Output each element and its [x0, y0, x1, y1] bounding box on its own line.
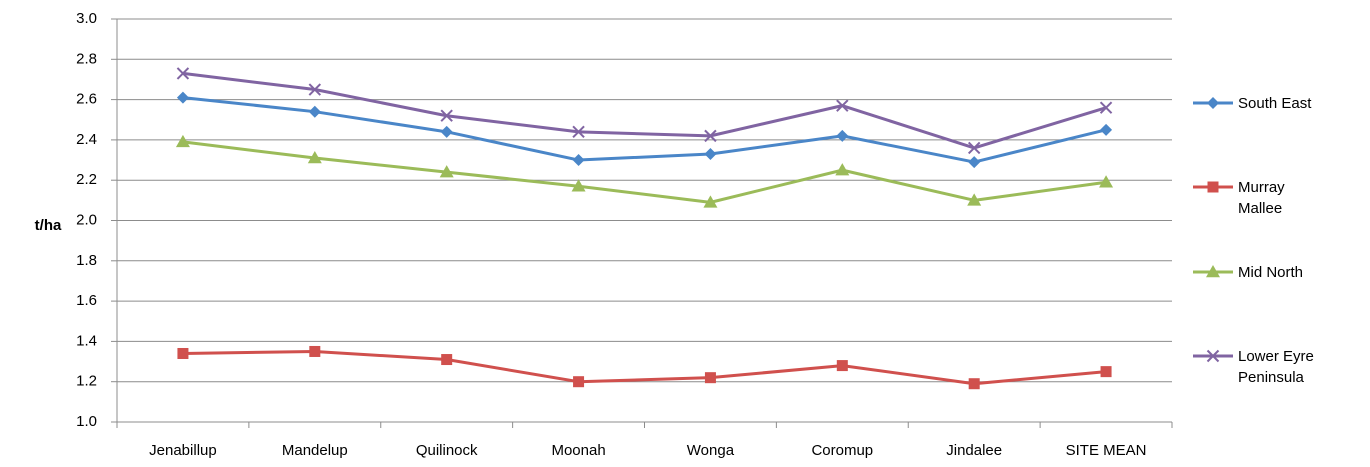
- series-line: [182, 71, 1107, 150]
- series-group: [175, 67, 1114, 390]
- legend-marker: [1207, 181, 1219, 193]
- y-tick-label: 2.4: [76, 131, 97, 148]
- data-point: [440, 109, 453, 122]
- x-tick-label: Quilinock: [416, 442, 478, 459]
- legend-label: South East: [1238, 95, 1312, 112]
- data-point: [1099, 175, 1114, 188]
- x-tick-label: Mandelup: [282, 442, 348, 459]
- data-point: [836, 99, 849, 112]
- y-axis-label: t/ha: [35, 217, 62, 234]
- legend-label: Mid North: [1238, 264, 1303, 281]
- data-point: [176, 67, 190, 80]
- series-line: [182, 96, 1107, 164]
- y-tick-label: 2.2: [76, 171, 97, 188]
- series-murray-mallee: [177, 345, 1112, 390]
- y-tick-label: 1.6: [76, 292, 97, 309]
- y-tick-label: 1.0: [76, 413, 97, 430]
- data-point: [968, 156, 981, 169]
- legend-label: Lower Eyre: [1238, 348, 1314, 365]
- x-tick-label: Jenabillup: [149, 442, 217, 459]
- data-point: [177, 347, 189, 359]
- data-point: [176, 91, 189, 104]
- data-point: [704, 129, 717, 143]
- legend-item: Lower Eyre Peninsula: [1193, 348, 1314, 386]
- data-point: [572, 125, 585, 139]
- data-point: [967, 193, 982, 206]
- series-lower-eyre-peninsula: [176, 67, 1113, 155]
- data-point: [967, 141, 981, 155]
- x-tick-label: Jindalee: [946, 442, 1002, 459]
- data-point: [441, 354, 453, 366]
- x-tick-label: Wonga: [687, 442, 735, 459]
- x-tick-label: SITE MEAN: [1066, 442, 1147, 459]
- legend: South East Murray Mallee Mid North Lower Eyr…: [1193, 95, 1314, 386]
- data-point: [836, 360, 848, 372]
- data-point: [572, 154, 585, 167]
- data-point: [1099, 101, 1113, 114]
- data-point: [175, 134, 190, 148]
- data-point: [1100, 123, 1113, 136]
- legend-label: Murray: [1238, 179, 1285, 196]
- legend-marker: [1206, 349, 1220, 363]
- data-point: [308, 105, 321, 118]
- data-point: [309, 345, 321, 357]
- data-point: [571, 179, 586, 192]
- y-tick-label: 2.0: [76, 211, 97, 228]
- y-tick-label: 1.2: [76, 373, 97, 390]
- legend-item: South East: [1193, 95, 1312, 112]
- tick-labels: 1.0 1.2 1.4 1.6 1.8 2.0 2.2 2.4 2.6 2.8 3.0 Jenabil…: [76, 10, 1146, 459]
- y-tick-label: 3.0: [76, 10, 97, 27]
- y-tick-label: 2.8: [76, 50, 97, 67]
- series-line: [182, 349, 1107, 386]
- legend-marker: [1206, 265, 1220, 278]
- data-point: [308, 83, 322, 96]
- legend-item: Murray Mallee: [1193, 179, 1285, 217]
- series-mid-north: [175, 134, 1114, 208]
- data-point: [704, 372, 716, 384]
- data-point: [835, 163, 850, 176]
- x-tick-label: Coromup: [811, 442, 873, 459]
- y-tick-label: 2.6: [76, 91, 97, 108]
- legend-item: Mid North: [1193, 264, 1303, 281]
- data-point: [704, 148, 717, 161]
- data-point: [968, 378, 980, 390]
- data-point: [440, 125, 453, 138]
- x-tick-label: Moonah: [551, 442, 605, 459]
- gridlines: [117, 18, 1172, 383]
- series-south-east: [176, 91, 1113, 169]
- series-line: [182, 140, 1107, 204]
- data-point: [836, 129, 849, 142]
- y-tick-label: 1.8: [76, 252, 97, 269]
- legend-label: Mallee: [1238, 200, 1282, 217]
- data-point: [573, 376, 585, 388]
- legend-marker: [1207, 97, 1219, 109]
- axes: [111, 18, 1173, 428]
- legend-label: Peninsula: [1238, 369, 1305, 386]
- data-point: [703, 195, 718, 208]
- y-tick-label: 1.4: [76, 332, 97, 349]
- data-point: [439, 165, 454, 178]
- data-point: [307, 151, 322, 164]
- data-point: [1100, 366, 1112, 378]
